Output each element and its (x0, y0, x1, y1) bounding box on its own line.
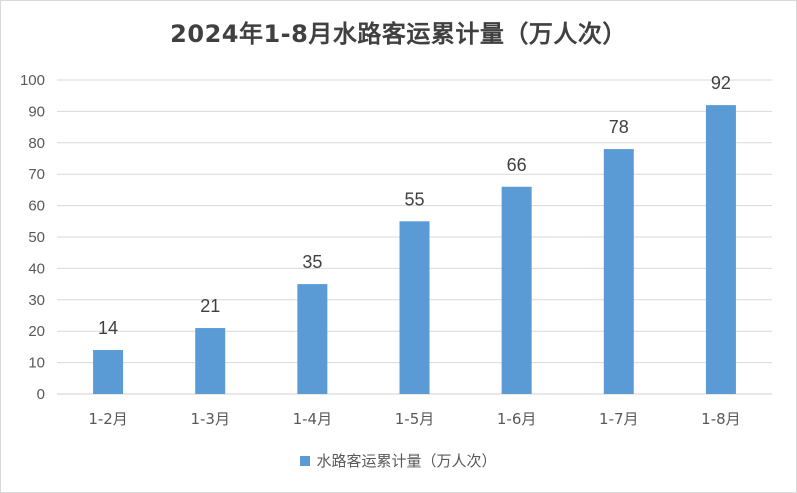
y-tick-label: 30 (28, 292, 45, 309)
x-tick-label: 1-4月 (293, 410, 333, 428)
data-label: 35 (302, 252, 322, 272)
x-tick-label: 1-3月 (190, 410, 230, 428)
bar (93, 350, 124, 394)
bar (501, 186, 532, 394)
bar (399, 221, 430, 394)
data-label: 55 (404, 189, 424, 209)
x-tick-label: 1-6月 (497, 410, 537, 428)
x-axis: 1-2月 1-3月 1-4月 1-5月 1-6月 1-7月 1-8月 (88, 410, 740, 428)
data-label: 92 (711, 73, 731, 93)
x-tick-label: 1-7月 (599, 410, 639, 428)
x-tick-label: 1-5月 (395, 410, 435, 428)
data-label: 21 (200, 296, 220, 316)
chart-title: 2024年1-8月水路客运累计量（万人次） (170, 20, 627, 48)
bar (705, 105, 736, 395)
legend: 水路客运累计量（万人次） (0, 450, 797, 471)
bar (195, 328, 226, 394)
legend-label: 水路客运累计量（万人次） (316, 452, 497, 470)
bar (603, 149, 634, 394)
y-tick-label: 90 (28, 103, 45, 120)
y-tick-label: 100 (20, 72, 45, 89)
data-label: 14 (98, 318, 118, 338)
y-tick-label: 60 (28, 198, 45, 215)
bars: 14 21 35 55 66 78 92 (93, 73, 736, 395)
y-tick-label: 80 (28, 135, 45, 152)
x-tick-label: 1-8月 (701, 410, 741, 428)
y-tick-label: 70 (28, 166, 45, 183)
y-tick-label: 0 (37, 386, 45, 403)
x-tick-label: 1-2月 (88, 410, 128, 428)
legend-swatch (300, 455, 311, 466)
y-axis: 0 10 20 30 40 50 60 70 80 90 100 (20, 72, 45, 403)
y-tick-label: 10 (28, 355, 45, 372)
y-tick-label: 40 (28, 260, 45, 277)
y-tick-label: 20 (28, 323, 45, 340)
y-tick-label: 50 (28, 229, 45, 246)
data-label: 78 (609, 117, 629, 137)
data-label: 66 (507, 155, 527, 175)
bar (297, 284, 328, 394)
